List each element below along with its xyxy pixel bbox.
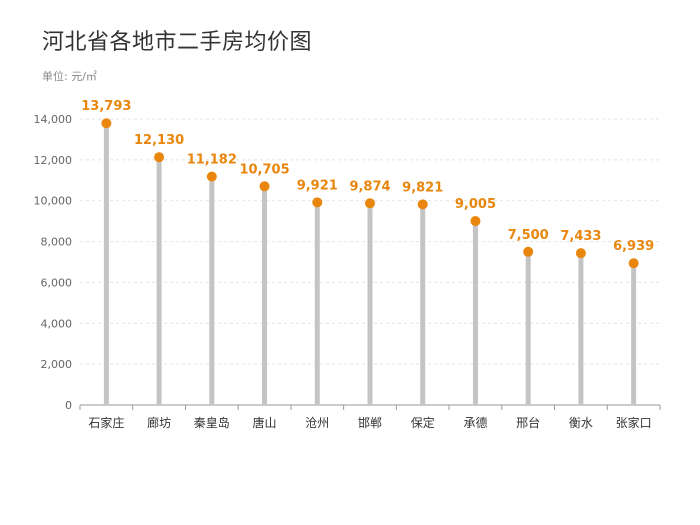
x-category-label: 保定 [411,415,435,430]
chart-title: 河北省各地市二手房均价图 [42,30,313,55]
value-label: 6,939 [613,239,654,254]
lollipop-marker [523,246,534,257]
x-category-label: 沧州 [305,415,329,430]
lollipop-marker [575,248,586,259]
lollipop-marker [259,181,270,192]
lollipop-marker [312,197,323,208]
value-label: 9,005 [455,197,496,212]
value-label: 12,130 [134,133,184,148]
value-label: 9,874 [349,179,390,194]
lollipop-marker [206,171,217,182]
y-tick-label: 2,000 [41,358,73,371]
lollipop-marker [365,198,375,209]
x-category-label: 邯郸 [358,415,382,430]
value-label: 7,500 [508,228,549,243]
y-tick-label: 12,000 [34,154,73,167]
x-category-label: 承德 [463,415,487,430]
value-label: 7,433 [560,229,601,244]
x-category-label: 邢台 [516,415,540,430]
x-category-label: 廊坊 [147,415,171,430]
y-tick-label: 4,000 [41,317,73,330]
y-tick-label: 8,000 [41,236,73,249]
value-label: 11,182 [187,153,237,168]
lollipop-marker [628,258,639,269]
value-label: 9,821 [402,180,443,195]
unit-label: 单位: 元/㎡ [42,70,97,83]
y-tick-label: 0 [65,399,72,412]
lollipop-marker [417,199,428,210]
x-category-label: 秦皇岛 [194,415,230,430]
lollipop-marker [101,118,112,129]
x-category-label: 张家口 [616,415,652,430]
x-category-label: 唐山 [253,415,277,430]
lollipop-marker [154,152,165,163]
lollipop-marker [470,216,481,227]
y-tick-label: 10,000 [34,195,73,208]
value-label: 9,921 [297,178,338,193]
y-tick-label: 14,000 [34,113,73,126]
x-category-label: 衡水 [569,416,593,430]
x-category-label: 石家庄 [88,415,124,430]
value-label: 13,793 [81,99,131,114]
y-tick-label: 6,000 [41,276,73,289]
value-label: 10,705 [239,162,289,177]
